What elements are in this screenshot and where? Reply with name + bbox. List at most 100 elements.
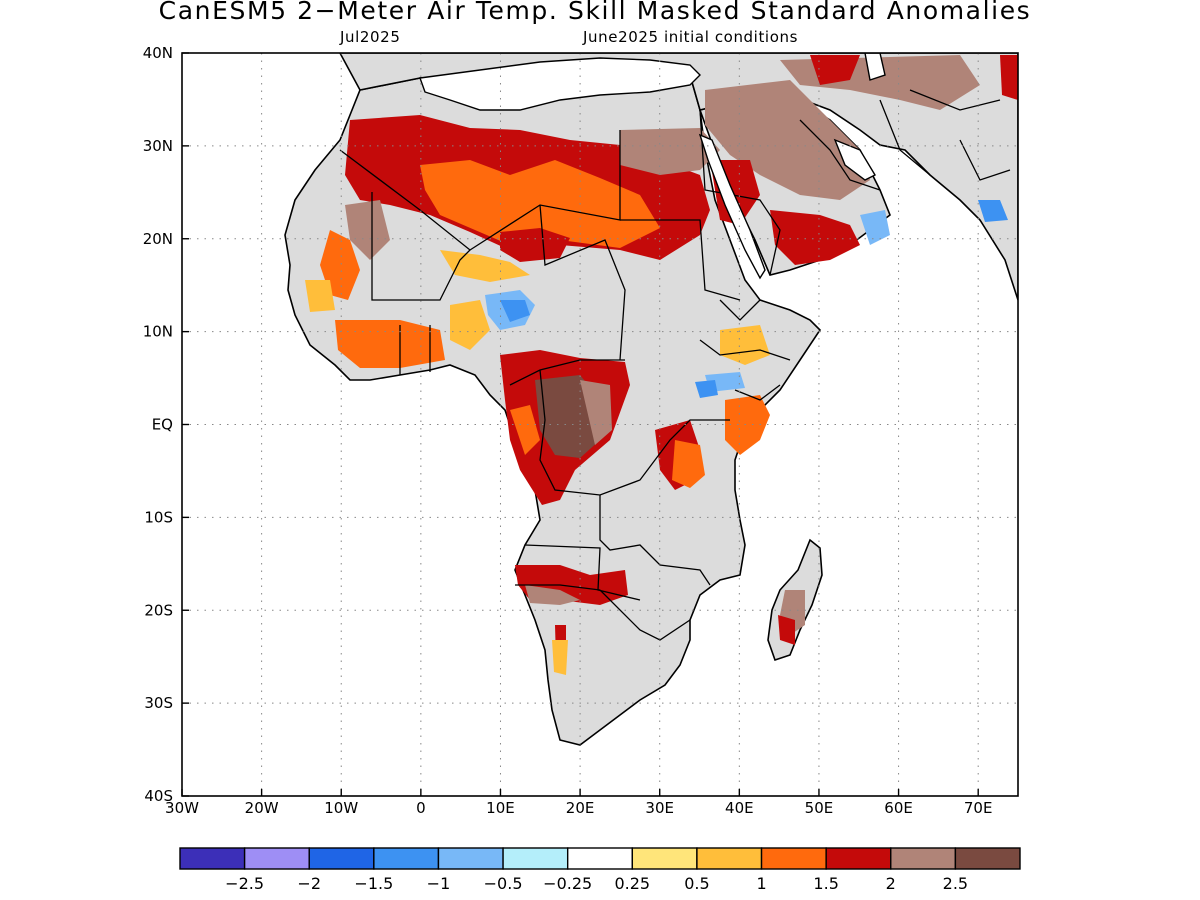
colorbar-swatch [308,847,375,870]
lon-label: 20E [566,799,595,817]
country-border [524,544,641,601]
lon-label: 30W [165,799,199,817]
forecast-month: Jul2025 [340,28,401,46]
colorbar-label: 0.25 [614,874,650,893]
anomaly-region [860,210,890,245]
lon-label: 60E [884,799,913,817]
water-bodies [419,53,886,280]
persian-gulf [833,138,876,181]
colorbar-label: 1.5 [813,874,838,893]
colorbar-labels: −2.5 −2 −1.5 −1 −0.5 −0.25 0.25 0.5 1 1.5 2 2.5 [225,874,968,893]
longitude-labels: 30W 20W 10W 0 10E 20E 30E 40E 50E 60E 70E [165,799,992,817]
colorbar-label: −0.5 [484,874,523,893]
anomaly-region [345,200,390,260]
colorbar-swatch [437,847,504,870]
colorbar-swatch [825,847,892,870]
anomaly-region [720,325,770,365]
lon-label: 70E [964,799,993,817]
anomaly-region [510,405,540,455]
lon-label: 0 [416,799,426,817]
lat-label: 10N [143,323,173,341]
country-border [339,130,621,251]
colorbar-swatch [890,847,957,870]
anomaly-region [420,160,660,248]
country-border [599,495,711,586]
country-border [734,384,781,401]
country-border [959,139,1011,181]
colorbar-label: −0.25 [543,874,592,893]
lat-label: 30S [144,694,173,712]
anomaly-region [500,300,530,322]
colorbar-label: 2.5 [943,874,968,893]
colorbar-swatch [502,847,569,870]
anomaly-region [620,128,720,175]
axis-ticks [181,52,979,797]
colorbar-swatch [760,847,827,870]
map-plot-area [182,53,1018,796]
colorbar-label: −1.5 [354,874,393,893]
anomaly-region [1000,55,1018,100]
country-border [539,204,626,361]
anomaly-region [978,200,1008,222]
anomaly-region [672,440,705,488]
lon-label: 10W [324,799,358,817]
colorbar-swatch [179,847,246,870]
anomaly-region [705,80,870,200]
country-borders [339,89,1011,641]
country-border [371,192,471,301]
caspian-sea [864,53,886,81]
colorbar-label: 2 [886,874,896,893]
latitude-labels: 40N 30N 20N 10N EQ 10S 20S 30S 40S [143,44,173,805]
lon-label: 40E [725,799,754,817]
lon-label: 30E [645,799,674,817]
anomaly-shading [305,55,1018,675]
lat-label: EQ [152,416,173,434]
colorbar-swatch [631,847,698,870]
country-border [799,119,881,191]
country-border [509,359,625,386]
country-border [719,299,761,321]
lat-label: 10S [144,508,173,526]
mediterranean-sea [419,57,701,111]
map-title: CanESM5 2−Meter Air Temp. Skill Masked S… [158,0,1032,25]
anomaly-region [525,585,580,605]
lon-label: 10E [486,799,515,817]
anomaly-region [500,228,570,262]
colorbar-swatch [373,847,440,870]
anomaly-region [695,380,718,398]
colorbar-label: 1 [756,874,766,893]
colorbar [179,847,1021,870]
colorbar-swatch [696,847,763,870]
country-border [515,584,601,591]
colorbar-swatch [954,847,1021,870]
lat-label: 40S [144,787,173,805]
country-border [699,339,791,361]
anomaly-region [580,380,612,445]
lat-label: 30N [143,137,173,155]
country-border [909,89,1001,111]
anomaly-region [335,320,445,368]
anomaly-region [725,395,770,455]
country-border [620,219,741,301]
colorbar-swatch [566,847,634,870]
colorbar-swatch [243,847,310,870]
anomaly-region [305,280,335,312]
country-border [599,589,691,641]
red-sea [698,133,766,280]
colorbar-label: 0.5 [684,874,709,893]
lat-label: 20S [144,601,173,619]
colorbar-label: −2 [297,874,321,893]
colorbar-label: −1 [427,874,451,893]
country-border [879,99,931,176]
initial-conditions-label: June2025 initial conditions [583,28,798,46]
anomaly-region [778,615,795,645]
lon-label: 20W [245,799,279,817]
lat-label: 20N [143,230,173,248]
lon-label: 50E [805,799,834,817]
lat-label: 40N [143,44,173,62]
anomaly-region [450,300,490,350]
colorbar-label: −2.5 [225,874,264,893]
anomaly-region [810,55,860,85]
country-border [699,109,781,276]
